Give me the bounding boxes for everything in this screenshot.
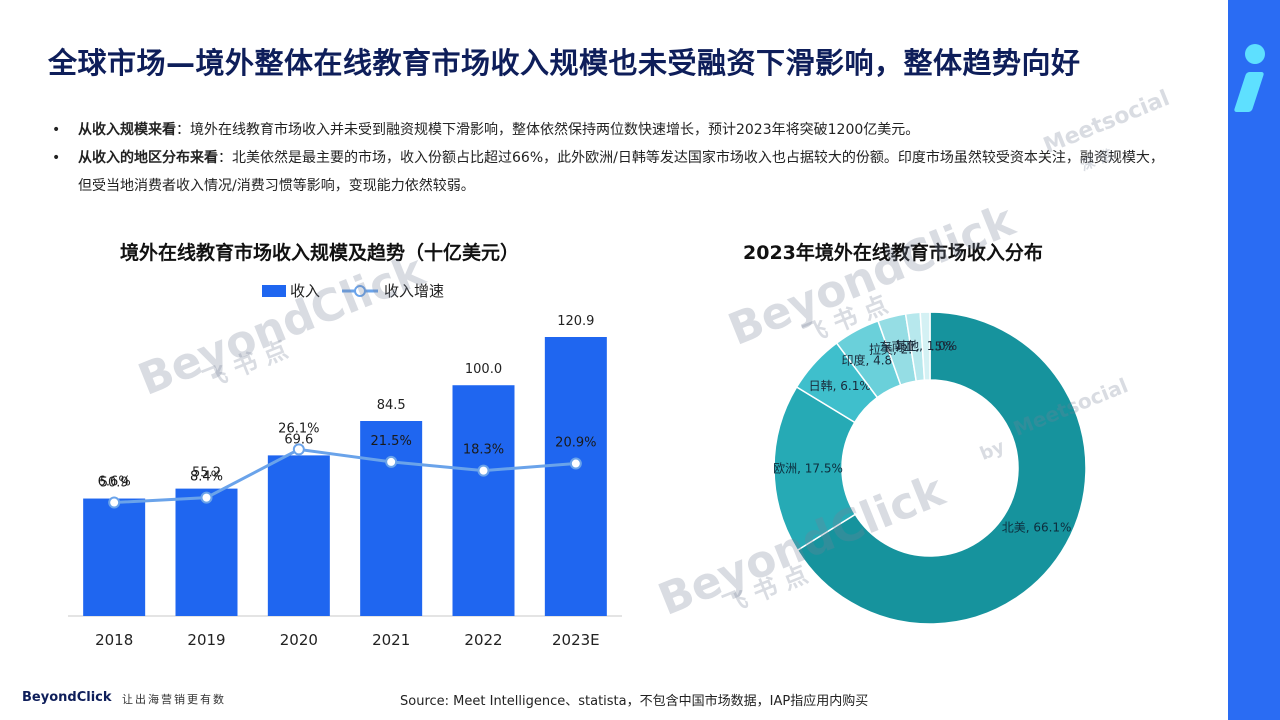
bar bbox=[83, 498, 146, 616]
bar-value-label: 84.5 bbox=[377, 398, 406, 413]
legend-swatch-revenue bbox=[262, 285, 286, 297]
growth-point bbox=[200, 491, 213, 504]
slice-label: 东南亚, 1.5% bbox=[880, 339, 954, 354]
growth-value-label: 20.9% bbox=[555, 436, 596, 451]
growth-point bbox=[292, 443, 305, 456]
side-brand-bar bbox=[1228, 0, 1280, 720]
x-tick-label: 2022 bbox=[464, 631, 502, 649]
growth-point bbox=[108, 496, 121, 509]
brand-logo-icon bbox=[1245, 44, 1265, 64]
growth-value-label: 18.3% bbox=[463, 443, 504, 458]
bar bbox=[544, 337, 607, 616]
slice-label: 北美, 66.1% bbox=[1002, 520, 1072, 534]
footer-slogan: 让出海营销更有数 bbox=[122, 693, 226, 706]
donut-slice bbox=[919, 311, 931, 381]
bullet-item: • 从收入规模来看：境外在线教育市场收入并未受到融资规模下滑影响，整体依然保持两… bbox=[52, 116, 1172, 144]
bar bbox=[360, 421, 423, 616]
growth-value-label: 6.6% bbox=[98, 475, 131, 490]
bar bbox=[175, 488, 238, 616]
growth-value-label: 8.4% bbox=[190, 470, 223, 485]
bar-value-label: 55.2 bbox=[192, 466, 221, 481]
x-tick-label: 2021 bbox=[372, 631, 410, 649]
legend-label-growth: 收入增速 bbox=[384, 282, 444, 300]
growth-value-label: 26.1% bbox=[278, 421, 319, 436]
bullet-lead: 从收入规模来看 bbox=[78, 122, 176, 138]
slice-label: 日韩, 6.1% bbox=[809, 378, 871, 393]
legend-marker-growth bbox=[354, 285, 366, 297]
growth-line bbox=[114, 447, 576, 505]
bar bbox=[452, 385, 515, 616]
x-tick-label: 2018 bbox=[95, 631, 133, 649]
summary-bullets: • 从收入规模来看：境外在线教育市场收入并未受到融资规模下滑影响，整体依然保持两… bbox=[52, 116, 1172, 200]
growth-point bbox=[477, 464, 490, 477]
x-tick-label: 2019 bbox=[187, 631, 225, 649]
bullet-dot-icon: • bbox=[52, 122, 61, 138]
legend-label-revenue: 收入 bbox=[290, 282, 320, 300]
growth-point bbox=[569, 457, 582, 470]
donut-slice bbox=[796, 311, 1087, 625]
footer-logo: BeyondClick bbox=[22, 690, 112, 705]
slice-label: 其他, 1.0% bbox=[895, 339, 957, 353]
source-note: Source: Meet Intelligence、statista，不包含中国… bbox=[400, 694, 869, 709]
bullet-text: ：境外在线教育市场收入并未受到融资规模下滑影响，整体依然保持两位数快速增长，预计… bbox=[176, 122, 920, 138]
page-title: 全球市场—境外整体在线教育市场收入规模也未受融资下滑影响，整体趋势向好 bbox=[48, 46, 1081, 80]
bar-value-label: 69.6 bbox=[284, 432, 313, 447]
growth-value-label: 21.5% bbox=[371, 434, 412, 449]
x-tick-label: 2023E bbox=[552, 631, 600, 649]
revenue-donut-chart: 北美, 66.1%欧洲, 17.5%日韩, 6.1%印度, 4.8%拉美, 2.… bbox=[773, 311, 1087, 625]
bullet-text: ：北美依然是最主要的市场，收入份额占比超过66%，此外欧洲/日韩等发达国家市场收… bbox=[78, 150, 1164, 194]
growth-point bbox=[385, 455, 398, 468]
bar-chart-title: 境外在线教育市场收入规模及趋势（十亿美元） bbox=[120, 242, 520, 264]
bar-value-label: 120.9 bbox=[557, 314, 594, 329]
chart-legend: 收入 收入增速 bbox=[262, 282, 444, 300]
donut-chart-title: 2023年境外在线教育市场收入分布 bbox=[743, 242, 1043, 264]
bar-value-label: 100.0 bbox=[465, 362, 502, 377]
bar bbox=[267, 455, 330, 616]
revenue-bar-chart: 收入 收入增速 50.9 2018 55.2 2019 69.6 2020 84.5 2021 10… bbox=[68, 282, 622, 649]
bullet-item: • 从收入的地区分布来看：北美依然是最主要的市场，收入份额占比超过66%，此外欧… bbox=[52, 144, 1172, 200]
slice-label: 印度, 4.8% bbox=[841, 352, 903, 367]
bar-value-label: 50.9 bbox=[100, 476, 129, 491]
bullet-dot-icon: • bbox=[52, 150, 61, 166]
x-tick-label: 2020 bbox=[280, 631, 318, 649]
bullet-lead: 从收入的地区分布来看 bbox=[78, 150, 218, 166]
slice-label: 欧洲, 17.5% bbox=[773, 462, 843, 476]
